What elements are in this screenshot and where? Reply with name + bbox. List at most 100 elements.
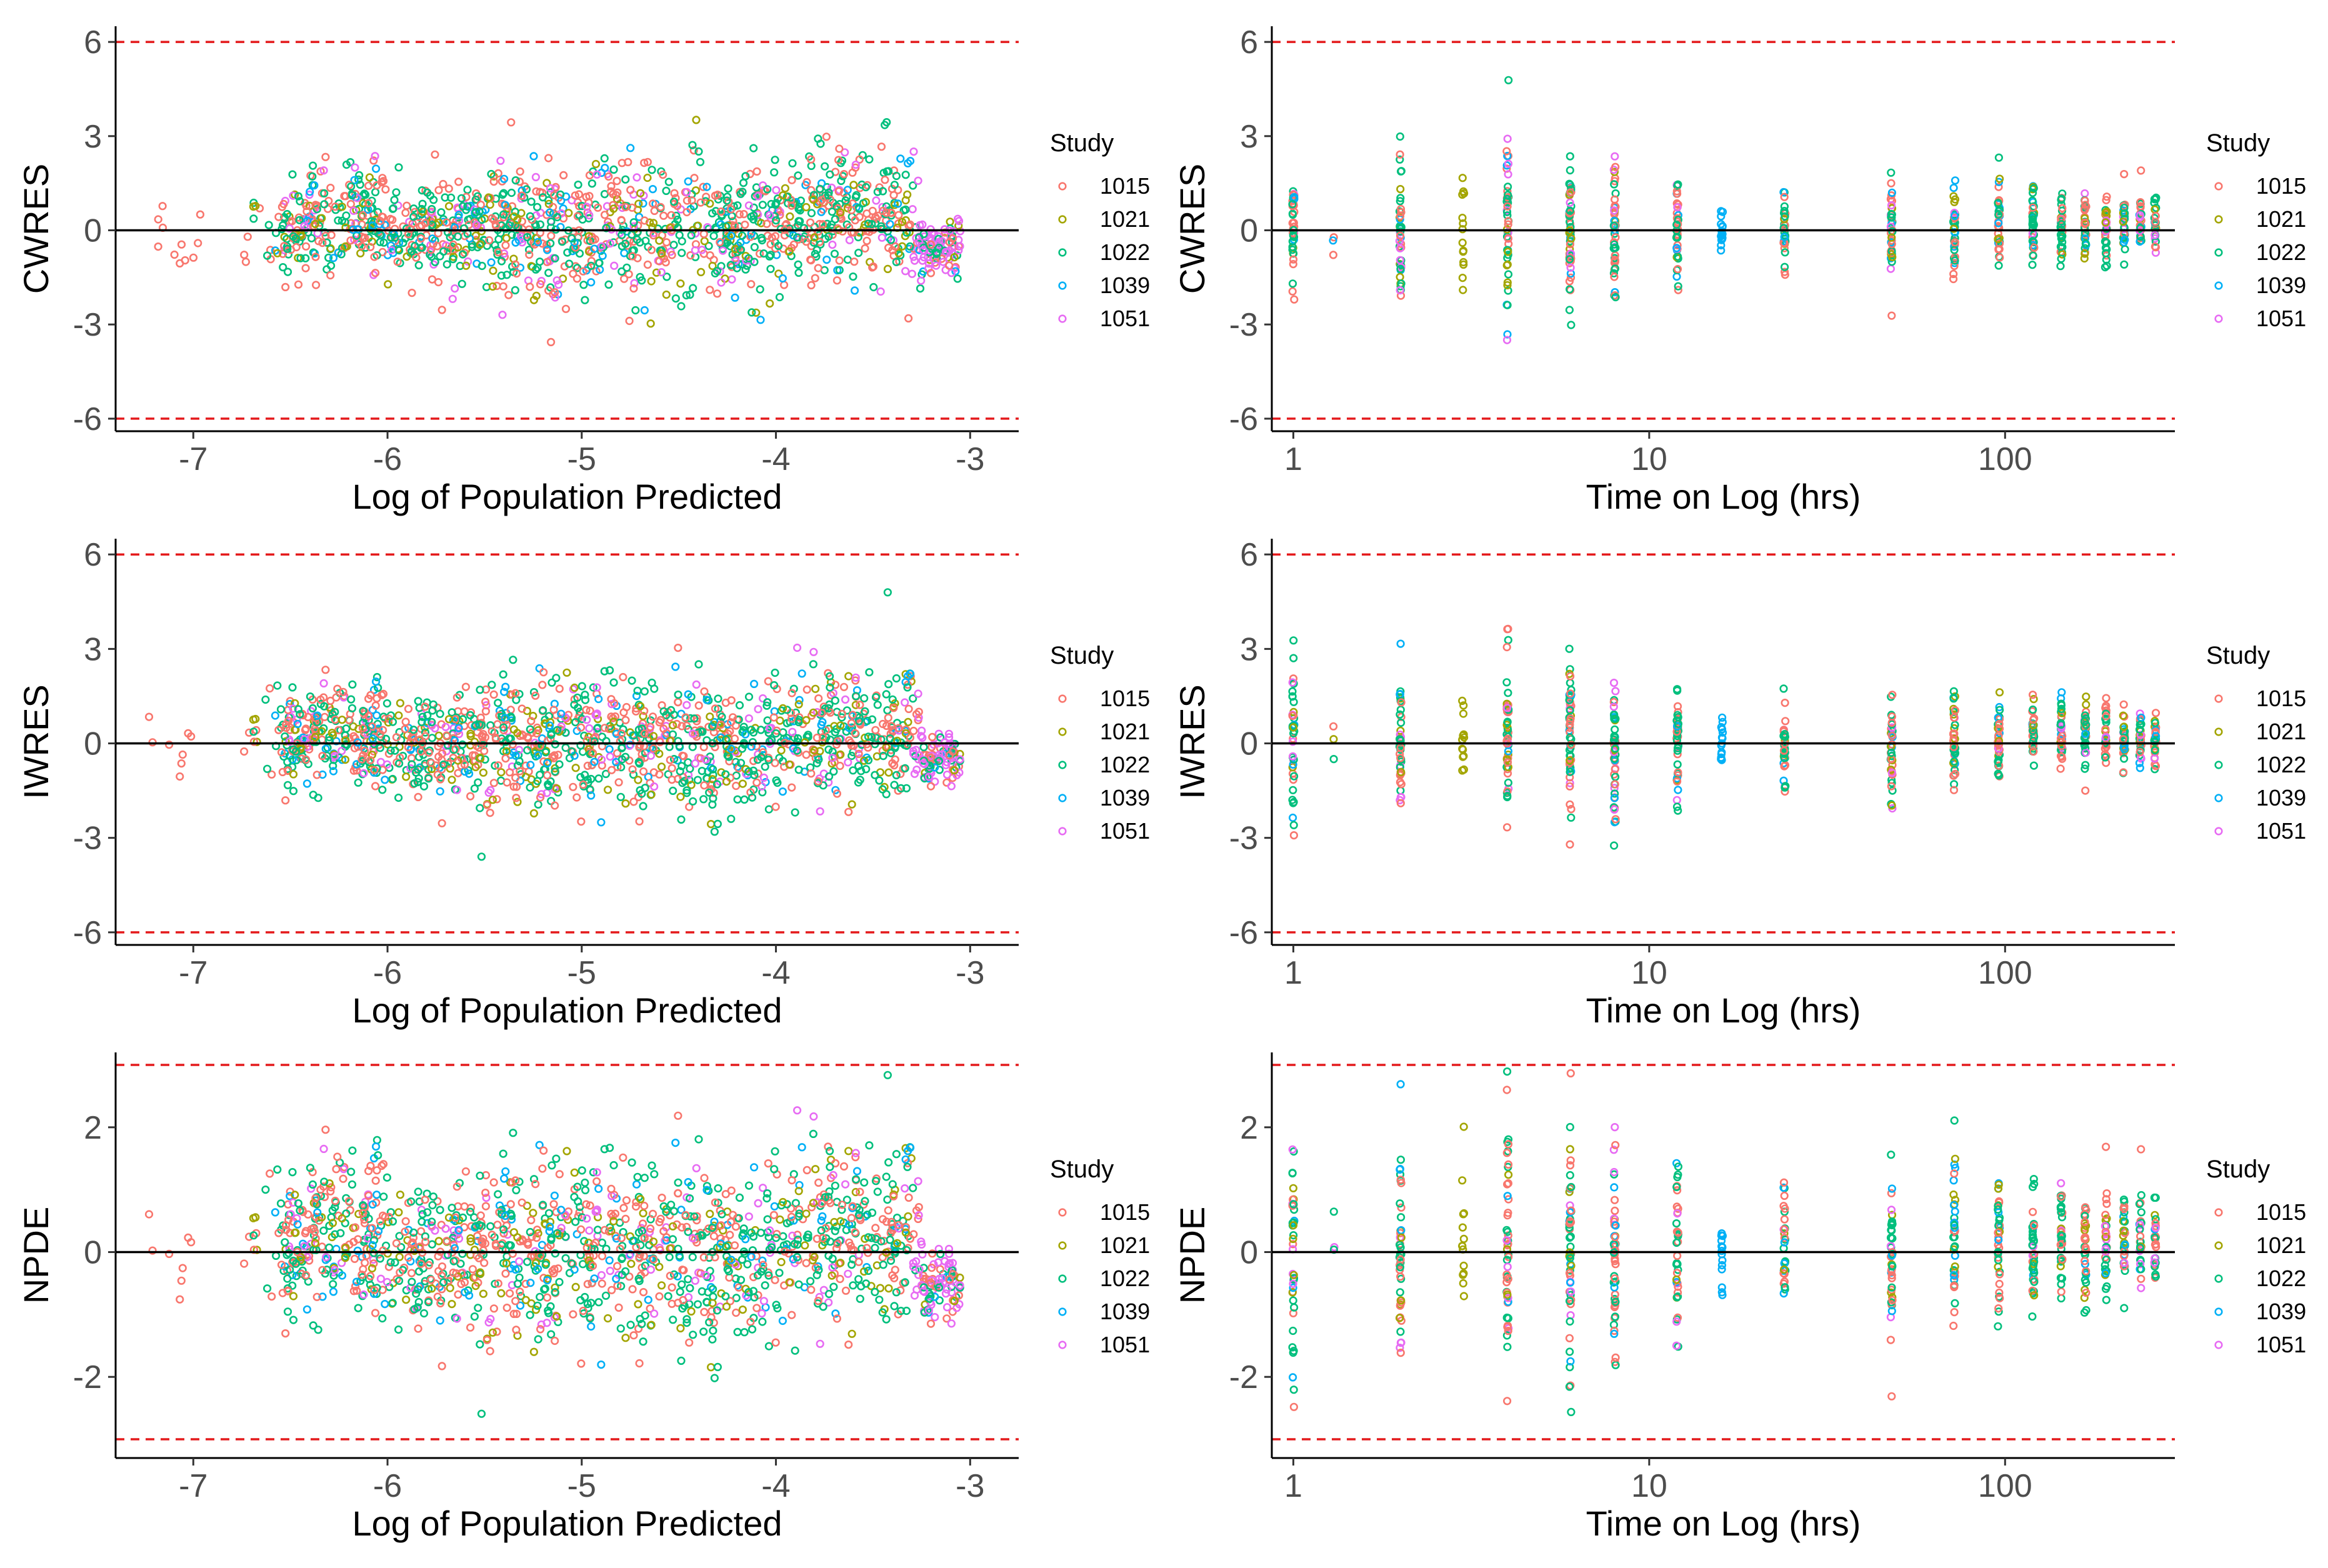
data-point-1015 — [817, 196, 826, 204]
data-point-1022 — [740, 1328, 749, 1337]
data-point-1021 — [652, 268, 661, 277]
data-point-1022 — [678, 779, 687, 787]
data-point-1039 — [1718, 713, 1727, 722]
data-point-1022 — [826, 170, 834, 179]
data-point-1015 — [170, 250, 179, 259]
data-point-1039 — [545, 208, 554, 217]
data-point-1022 — [733, 795, 742, 804]
data-point-1015 — [666, 756, 674, 764]
data-point-1022 — [471, 207, 481, 217]
data-point-1022 — [504, 734, 514, 743]
data-point-1021 — [562, 668, 571, 677]
data-point-1051 — [901, 1184, 909, 1193]
data-point-1021 — [394, 711, 403, 720]
data-point-1015 — [364, 712, 373, 721]
data-point-1015 — [571, 191, 579, 200]
data-point-1022 — [1504, 726, 1512, 734]
data-point-1015 — [643, 157, 652, 166]
data-point-1022 — [807, 209, 816, 217]
data-point-1015 — [308, 1167, 317, 1177]
data-point-1015 — [822, 132, 831, 141]
data-point-1015 — [486, 808, 494, 817]
data-point-1022 — [429, 1192, 438, 1201]
data-point-1022 — [875, 776, 884, 785]
data-point-1039 — [1503, 152, 1512, 161]
data-point-1015 — [656, 737, 664, 746]
data-point-1021 — [444, 202, 454, 211]
data-point-1022 — [841, 196, 850, 205]
data-point-1015 — [762, 219, 771, 228]
data-point-1015 — [302, 207, 311, 216]
data-point-1021 — [861, 220, 869, 229]
data-point-1021 — [486, 200, 494, 209]
data-point-1022 — [471, 195, 480, 204]
data-point-1022 — [1565, 644, 1574, 653]
data-point-1039 — [817, 207, 826, 216]
data-point-1015 — [177, 240, 186, 249]
data-point-1021 — [639, 712, 647, 721]
data-point-1022 — [659, 707, 668, 716]
data-point-1022 — [749, 144, 758, 152]
data-point-1022 — [1503, 791, 1512, 801]
data-point-1022 — [261, 695, 270, 704]
legend-label-1039: 1039 — [2256, 785, 2306, 811]
data-point-1015 — [807, 769, 816, 778]
data-point-1051 — [452, 786, 461, 794]
data-point-1015 — [2057, 215, 2066, 224]
y-tick-label: 6 — [84, 24, 102, 61]
data-point-1051 — [918, 220, 927, 229]
data-point-1039 — [534, 751, 542, 759]
data-point-1051 — [1886, 264, 1895, 273]
data-point-1022 — [471, 721, 481, 729]
data-point-1015 — [1610, 272, 1619, 281]
data-point-1022 — [824, 191, 833, 200]
data-point-1022 — [1673, 731, 1682, 741]
data-point-1039 — [896, 154, 905, 163]
data-point-1022 — [609, 678, 618, 687]
data-point-1015 — [729, 217, 737, 226]
data-point-1015 — [571, 243, 580, 252]
data-point-1015 — [814, 264, 822, 272]
data-point-1051 — [1673, 203, 1682, 212]
data-point-1022 — [447, 708, 456, 717]
data-point-1022 — [376, 231, 384, 239]
data-point-1022 — [1566, 166, 1574, 175]
data-point-1015 — [909, 726, 918, 736]
data-point-1015 — [333, 684, 342, 693]
data-point-1022 — [544, 782, 553, 791]
legend-key-icon — [2214, 281, 2223, 290]
data-point-1022 — [764, 756, 773, 764]
data-point-1022 — [699, 795, 708, 804]
data-point-1015 — [685, 1338, 694, 1347]
data-point-1021 — [785, 760, 794, 769]
data-point-1015 — [526, 282, 534, 291]
data-point-1022 — [1289, 679, 1298, 688]
data-point-1015 — [501, 241, 510, 250]
data-point-1022 — [737, 744, 747, 753]
data-point-1015 — [771, 1276, 779, 1284]
data-point-1022 — [581, 296, 589, 304]
data-point-1022 — [1504, 270, 1513, 279]
data-point-1022 — [2057, 220, 2066, 229]
data-point-1022 — [491, 1279, 499, 1288]
data-point-1039 — [1717, 756, 1726, 764]
data-point-1015 — [494, 761, 502, 770]
data-point-1051 — [2136, 731, 2145, 739]
data-point-1015 — [177, 1276, 186, 1285]
data-point-1022 — [388, 774, 397, 784]
data-point-1022 — [749, 728, 758, 737]
data-point-1022 — [724, 184, 732, 193]
data-point-1022 — [896, 784, 906, 792]
data-point-1022 — [295, 216, 304, 224]
data-point-1022 — [1994, 757, 2002, 766]
data-point-1022 — [2029, 184, 2038, 192]
data-point-1015 — [621, 202, 630, 212]
data-point-1051 — [914, 1211, 923, 1220]
data-point-1022 — [395, 1232, 404, 1241]
data-point-1021 — [883, 264, 892, 274]
data-point-1015 — [814, 694, 823, 703]
data-point-1015 — [431, 150, 439, 159]
data-point-1015 — [2081, 786, 2090, 795]
data-point-1021 — [776, 716, 784, 725]
data-point-1021 — [894, 249, 903, 257]
